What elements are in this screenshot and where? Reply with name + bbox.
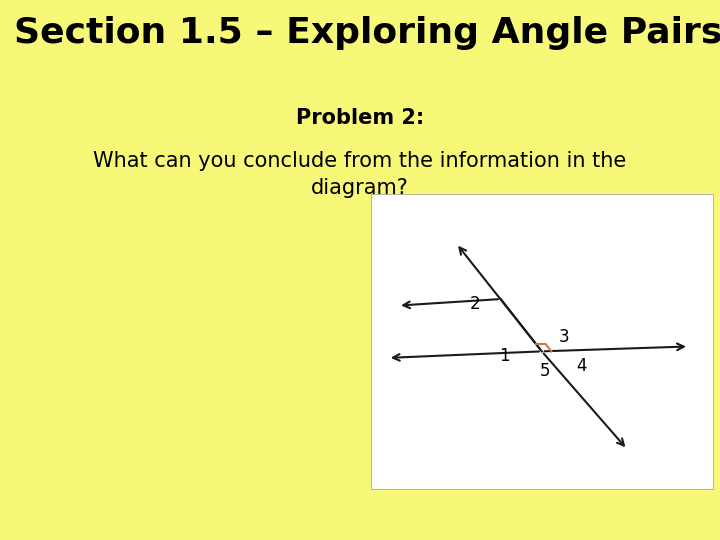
Text: Section 1.5 – Exploring Angle Pairs: Section 1.5 – Exploring Angle Pairs — [14, 16, 720, 50]
Text: 5: 5 — [540, 362, 551, 380]
Text: 2: 2 — [469, 295, 480, 313]
Bar — [371, 194, 713, 489]
Text: 4: 4 — [576, 357, 586, 375]
Text: 3: 3 — [559, 328, 570, 346]
Text: 1: 1 — [499, 347, 510, 365]
Text: Problem 2:: Problem 2: — [296, 108, 424, 128]
Text: What can you conclude from the information in the
diagram?: What can you conclude from the informati… — [94, 151, 626, 198]
